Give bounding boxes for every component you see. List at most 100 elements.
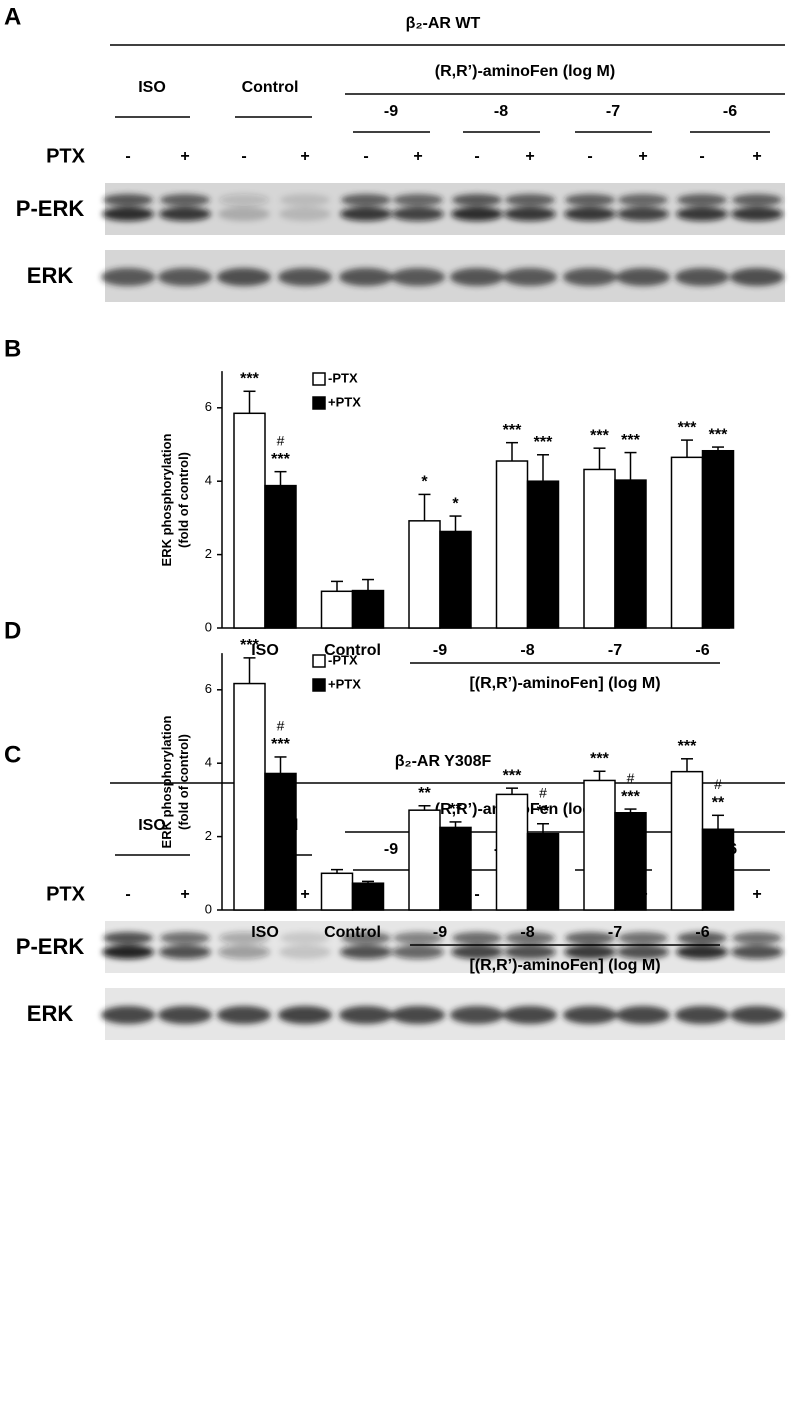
band xyxy=(676,207,728,221)
x-tick-label: -8 xyxy=(520,924,534,941)
band xyxy=(219,194,269,206)
band xyxy=(616,1006,670,1024)
band xyxy=(675,1006,729,1024)
ptx-sign: + xyxy=(180,148,189,165)
blot-background xyxy=(105,921,785,973)
y-tick-label: 4 xyxy=(205,473,212,488)
ptx-sign: - xyxy=(125,148,130,165)
band xyxy=(103,932,153,944)
band xyxy=(219,932,269,944)
bar xyxy=(408,809,441,911)
band xyxy=(676,945,728,959)
band xyxy=(451,945,503,959)
ptx-sign: - xyxy=(363,148,368,165)
bar xyxy=(264,772,297,911)
ptx-significance: # xyxy=(714,776,722,792)
band xyxy=(392,945,444,959)
y-axis-label-line: ERK phosphorylation xyxy=(159,433,174,566)
x-tick-label: -9 xyxy=(433,642,447,659)
band xyxy=(617,945,669,959)
bar xyxy=(526,480,560,629)
band xyxy=(103,194,153,206)
band xyxy=(565,194,615,206)
bar xyxy=(670,456,704,629)
ptx-label: PTX xyxy=(46,883,86,905)
band xyxy=(564,945,616,959)
band xyxy=(730,1006,784,1024)
ptx-sign: - xyxy=(474,886,479,903)
band xyxy=(564,207,616,221)
band xyxy=(452,194,502,206)
ptx-sign: + xyxy=(300,148,309,165)
band xyxy=(101,1006,155,1024)
blot-row-label: ERK xyxy=(27,1001,74,1026)
band xyxy=(160,194,210,206)
significance: *** xyxy=(534,434,553,451)
ptx-significance: # xyxy=(539,784,547,800)
y-axis-label: ERK phosphorylation (fold of control) xyxy=(159,433,191,566)
ptx-sign: - xyxy=(587,148,592,165)
bar xyxy=(439,530,472,629)
significance: * xyxy=(452,495,459,512)
panel-label: D xyxy=(4,617,21,644)
x-tick-label: ISO xyxy=(251,642,279,659)
band xyxy=(563,268,617,286)
y-tick-label: 0 xyxy=(205,619,212,634)
y-axis-label-line: (fold of control) xyxy=(176,452,191,548)
band xyxy=(504,945,556,959)
significance: ** xyxy=(418,785,431,802)
x-axis-label: [(R,R’)-aminoFen] (log M) xyxy=(469,675,660,692)
ptx-sign: - xyxy=(241,148,246,165)
bar xyxy=(351,882,385,911)
band xyxy=(391,1006,445,1024)
ptx-sign: + xyxy=(413,148,422,165)
significance: *** xyxy=(240,371,259,388)
band xyxy=(158,268,212,286)
legend-swatch xyxy=(312,396,326,410)
y-axis-label: ERK phosphorylation (fold of control) xyxy=(159,715,191,848)
band xyxy=(217,1006,271,1024)
band xyxy=(279,945,331,959)
band xyxy=(504,207,556,221)
blot-title: β₂-AR WT xyxy=(406,15,481,32)
blot-bands xyxy=(102,932,783,959)
band xyxy=(563,1006,617,1024)
ptx-sign: - xyxy=(699,148,704,165)
significance: *** xyxy=(503,422,522,439)
bar xyxy=(701,828,735,911)
band xyxy=(218,945,270,959)
blot-bands xyxy=(102,194,783,221)
band xyxy=(278,1006,332,1024)
significance: *** xyxy=(503,767,522,784)
band xyxy=(279,207,331,221)
band xyxy=(675,268,729,286)
band xyxy=(341,932,391,944)
ptx-sign: + xyxy=(752,148,761,165)
ptx-sign: + xyxy=(300,886,309,903)
legend-label: +PTX xyxy=(328,394,361,409)
band xyxy=(280,194,330,206)
band xyxy=(503,1006,557,1024)
band xyxy=(616,268,670,286)
dose-label: -7 xyxy=(606,103,620,120)
significance: *** xyxy=(240,637,259,654)
significance: *** xyxy=(678,738,697,755)
blot-bands xyxy=(101,268,784,286)
legend-swatch xyxy=(312,372,326,386)
significance: *** xyxy=(621,432,640,449)
y-axis-label-line: (fold of control) xyxy=(176,734,191,830)
x-tick-label: -6 xyxy=(695,642,709,659)
significance: ** xyxy=(449,801,462,818)
band xyxy=(731,945,783,959)
band xyxy=(452,932,502,944)
ptx-significance: # xyxy=(277,718,285,734)
x-tick-label: -6 xyxy=(695,924,709,941)
band xyxy=(339,1006,393,1024)
band xyxy=(102,945,154,959)
significance: * xyxy=(421,474,428,491)
group-label: ISO xyxy=(138,79,166,96)
band xyxy=(218,207,270,221)
bar xyxy=(614,479,647,629)
ptx-sign: + xyxy=(752,886,761,903)
bar xyxy=(495,460,529,629)
